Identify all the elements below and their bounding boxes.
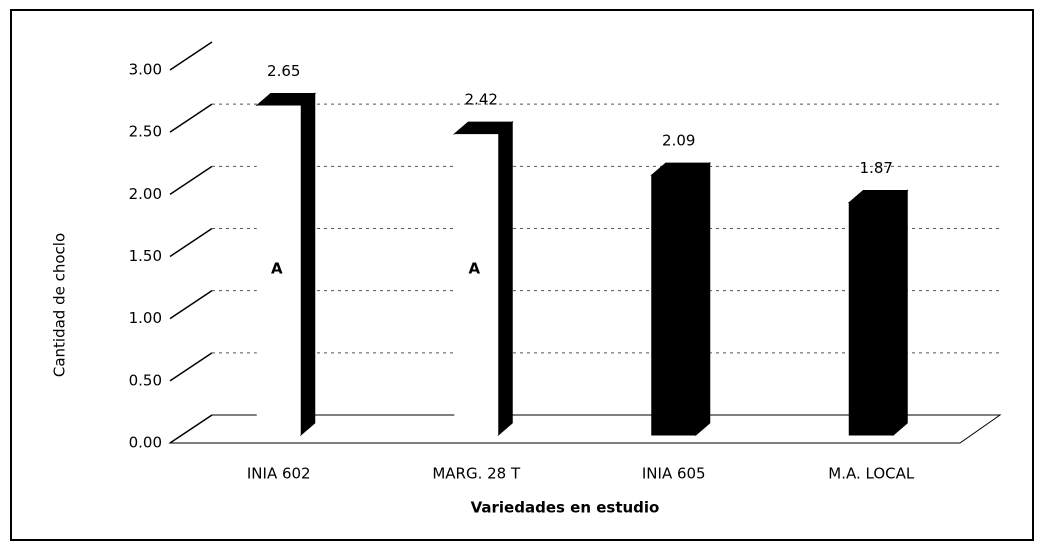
data-label: 2.42: [465, 91, 498, 109]
y-axis-label: Cantidad de choclo: [51, 233, 69, 377]
bar: [256, 105, 301, 436]
data-label: 1.87: [860, 159, 893, 177]
y-tick-label: 0.00: [129, 434, 162, 452]
group-letter: A: [468, 259, 480, 277]
bar: [651, 174, 697, 436]
y-tick-label: 0.50: [129, 371, 162, 389]
tick-diagonal: [169, 414, 213, 444]
tick-diagonal: [169, 103, 213, 133]
bar-side: [695, 162, 711, 437]
chart-border: [10, 9, 1034, 541]
bar-side: [497, 121, 513, 437]
x-tick-label: INIA 602: [247, 465, 311, 483]
y-tick-label: 3.00: [129, 61, 162, 79]
tick-diagonal: [169, 290, 213, 320]
tick-diagonal: [169, 165, 213, 195]
y-tick-label: 1.50: [129, 247, 162, 265]
data-label: 2.65: [267, 62, 300, 80]
data-label: 2.09: [662, 132, 695, 150]
tick-diagonal: [169, 227, 213, 258]
tick-diagonal: [169, 352, 213, 382]
bar: [454, 134, 499, 435]
tick-diagonal: [169, 41, 213, 71]
bar-side: [892, 189, 908, 437]
x-tick-label: INIA 605: [642, 465, 706, 483]
y-tick-label: 2.50: [129, 123, 162, 141]
y-tick-label: 2.00: [129, 185, 162, 203]
x-tick-label: MARG. 28 T: [432, 465, 521, 483]
y-tick-label: 1.00: [129, 309, 162, 327]
x-axis-label: Variedades en estudio: [471, 499, 660, 517]
group-letter: A: [271, 259, 283, 277]
bar: [848, 201, 894, 436]
x-tick-label: M.A. LOCAL: [828, 465, 915, 483]
bar-side: [300, 92, 316, 437]
